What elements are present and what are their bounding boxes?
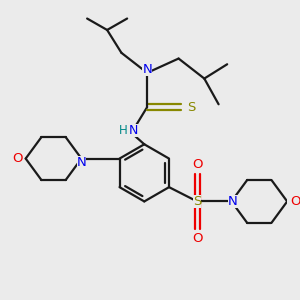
Text: N: N bbox=[76, 156, 86, 170]
Text: S: S bbox=[193, 195, 201, 208]
Text: N: N bbox=[129, 124, 138, 137]
Text: S: S bbox=[187, 100, 196, 114]
Text: N: N bbox=[142, 63, 152, 76]
Text: O: O bbox=[192, 158, 202, 171]
Text: H: H bbox=[119, 124, 128, 137]
Text: O: O bbox=[192, 232, 202, 245]
Text: N: N bbox=[228, 195, 238, 208]
Text: O: O bbox=[290, 195, 300, 208]
Text: O: O bbox=[12, 152, 22, 165]
